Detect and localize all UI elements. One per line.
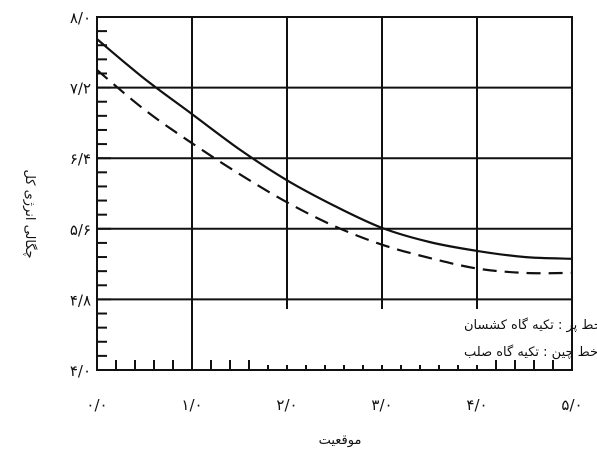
tick-labels: ۰/۰ ۱/۰ ۲/۰ ۳/۰ ۴/۰ ۵/۰ ۴/۰ ۴/۸ ۵/۶ ۶/۴ ۷/۲ ۸/۰ (70, 9, 583, 414)
plot-frame (96, 16, 573, 371)
x-tick-label: ۳/۰ (371, 396, 392, 414)
legend-entry-dashed: خط چین : تکیه گاه صلب (464, 344, 597, 360)
y-tick-label: ۸/۰ (70, 9, 91, 27)
legend-entry-solid: خط پر : تکیه گاه کشسان (464, 317, 597, 333)
x-tick-label: ۲/۰ (276, 396, 297, 414)
series-lines (96, 38, 573, 275)
x-tick-label: ۱/۰ (181, 396, 202, 414)
x-axis-title: موقعیت (319, 433, 362, 448)
grid (97, 17, 572, 370)
y-tick-label: ۴/۸ (70, 291, 91, 309)
x-tick-label: ۰/۰ (86, 396, 107, 414)
y-tick-label: ۶/۴ (70, 150, 91, 168)
y-tick-label: ۵/۶ (70, 221, 91, 239)
x-tick-label: ۵/۰ (561, 396, 582, 414)
series-line-dashed (96, 69, 573, 275)
series-line-solid (96, 38, 573, 260)
y-tick-label: ۷/۲ (70, 80, 91, 98)
y-axis-title: چگالی انرژی کل (22, 169, 38, 258)
y-tick-label: ۴/۰ (70, 362, 91, 380)
x-tick-label: ۴/۰ (466, 396, 487, 414)
legend-box (258, 309, 488, 365)
